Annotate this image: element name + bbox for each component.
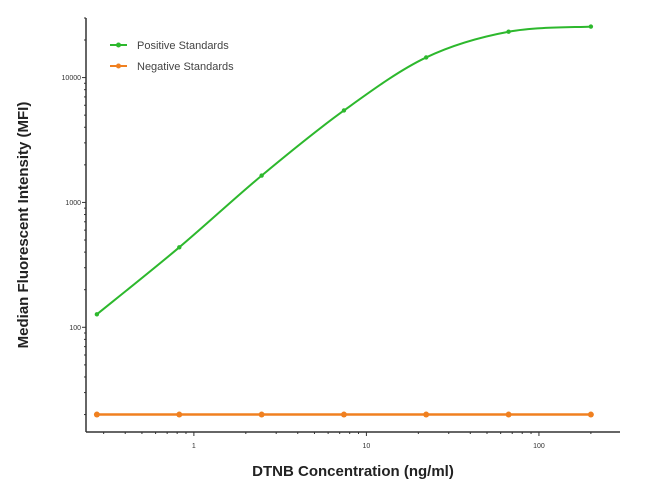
legend-item-positive[interactable]: Positive Standards bbox=[110, 40, 229, 52]
legend-marker-positive bbox=[116, 42, 121, 48]
data-point bbox=[588, 24, 594, 29]
series-layer bbox=[93, 24, 594, 418]
data-point bbox=[177, 245, 182, 250]
legend-item-negative[interactable]: Negative Standards bbox=[110, 61, 234, 73]
data-point bbox=[258, 411, 265, 418]
x-axis-title: DTNB Concentration (ng/ml) bbox=[252, 463, 454, 480]
legend: Positive Standards Negative Standards bbox=[110, 40, 234, 73]
data-point bbox=[423, 411, 430, 418]
data-point bbox=[423, 55, 429, 60]
data-point bbox=[176, 411, 183, 418]
data-point bbox=[94, 312, 100, 317]
data-point bbox=[259, 173, 264, 178]
data-point bbox=[587, 411, 594, 418]
data-point bbox=[93, 411, 100, 418]
axes: 100 1000 10000 1 10 100 bbox=[62, 17, 620, 450]
y-tick-label: 10000 bbox=[62, 75, 82, 82]
legend-marker-negative bbox=[116, 63, 121, 69]
legend-label-positive: Positive Standards bbox=[137, 40, 229, 52]
legend-label-negative: Negative Standards bbox=[137, 61, 234, 73]
x-tick-label: 1 bbox=[192, 443, 196, 450]
data-point bbox=[505, 411, 512, 418]
data-point bbox=[341, 108, 347, 113]
y-tick-label: 1000 bbox=[65, 200, 81, 207]
y-tick-label: 100 bbox=[69, 325, 81, 332]
y-axis-title: Median Fluorescent Intensity (MFI) bbox=[15, 102, 32, 349]
x-tick-label: 10 bbox=[363, 443, 371, 450]
x-tick-label: 100 bbox=[533, 443, 545, 450]
data-point bbox=[506, 29, 511, 34]
data-point bbox=[340, 411, 347, 418]
